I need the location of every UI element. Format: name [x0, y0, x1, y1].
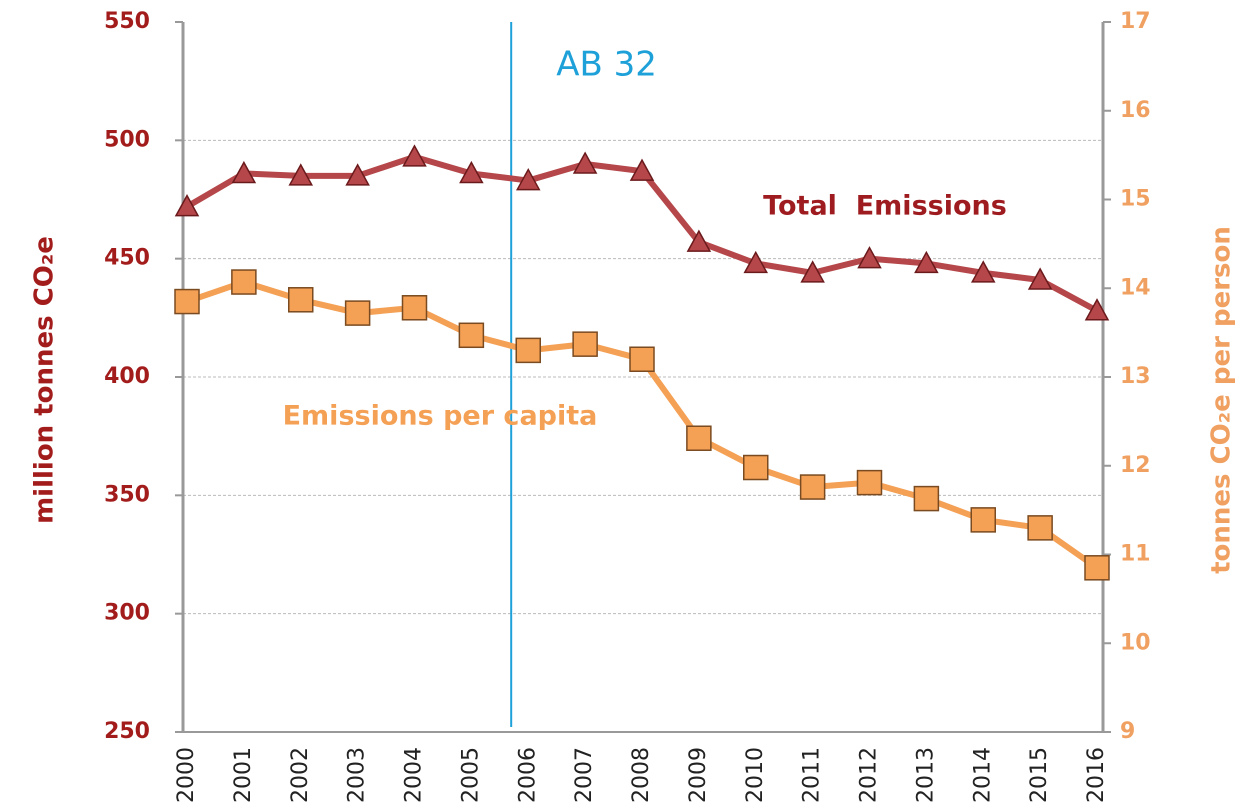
- marker: [458, 322, 485, 349]
- y2-tick-label: 13: [1120, 364, 1151, 389]
- x-tick-label: 2011: [800, 747, 825, 803]
- x-tick-label: 2000: [174, 747, 199, 803]
- x-tick-label: 2014: [970, 747, 995, 803]
- y-tick-label: 400: [104, 364, 150, 389]
- marker: [1084, 298, 1110, 321]
- marker: [1027, 515, 1053, 541]
- y-tick-label: 250: [104, 719, 150, 744]
- marker: [231, 160, 257, 184]
- marker: [345, 163, 370, 186]
- marker: [914, 250, 939, 274]
- marker: [743, 454, 769, 481]
- y-tick-label: 450: [104, 246, 150, 271]
- marker: [1084, 555, 1110, 581]
- marker: [970, 507, 996, 533]
- marker: [515, 168, 541, 191]
- y2-tick-label: 12: [1120, 453, 1151, 478]
- marker: [174, 194, 200, 217]
- marker: [402, 144, 427, 167]
- marker: [913, 485, 940, 512]
- y-tick-label: 550: [104, 9, 150, 34]
- marker: [743, 250, 769, 274]
- series-label: Total Emissions: [763, 191, 1007, 222]
- marker: [800, 260, 825, 283]
- marker: [686, 229, 712, 252]
- y2-tick-label: 9: [1120, 719, 1135, 744]
- marker: [970, 260, 996, 283]
- x-tick-label: 2002: [288, 747, 313, 803]
- marker: [344, 300, 371, 326]
- x-tick-label: 2003: [345, 747, 370, 803]
- x-tick-label: 2001: [231, 747, 256, 803]
- series-label: Emissions per capita: [283, 401, 598, 432]
- marker: [572, 151, 598, 174]
- y2-tick-label: 16: [1120, 98, 1151, 123]
- x-tick-label: 2013: [913, 747, 938, 803]
- x-tick-label: 2006: [515, 747, 540, 803]
- marker: [686, 425, 712, 451]
- y2-axis-label: tonnes CO₂e per person: [1207, 226, 1237, 574]
- x-tick-label: 2010: [743, 747, 768, 803]
- marker: [857, 246, 882, 269]
- x-tick-label: 2007: [572, 747, 597, 803]
- x-tick-label: 2012: [857, 747, 882, 803]
- x-tick-label: 2004: [402, 747, 427, 803]
- marker: [288, 287, 314, 313]
- x-tick-label: 2016: [1084, 747, 1109, 803]
- y2-tick-label: 17: [1120, 9, 1151, 34]
- x-tick-label: 2005: [458, 747, 483, 803]
- y2-tick-label: 14: [1120, 275, 1151, 300]
- x-tick-label: 2008: [629, 747, 654, 803]
- marker: [288, 163, 314, 186]
- marker: [174, 288, 200, 315]
- y-tick-label: 500: [104, 127, 150, 152]
- y-tick-label: 350: [104, 482, 150, 507]
- y-axis-label: million tonnes CO₂e: [30, 236, 60, 524]
- y2-tick-label: 10: [1120, 630, 1151, 655]
- marker: [1027, 267, 1053, 290]
- y2-tick-label: 15: [1120, 187, 1151, 212]
- y-tick-label: 300: [104, 601, 150, 626]
- marker: [515, 337, 541, 364]
- marker: [629, 158, 655, 181]
- marker: [572, 331, 598, 357]
- marker: [459, 160, 484, 184]
- y2-tick-label: 11: [1120, 542, 1151, 567]
- marker: [856, 469, 883, 496]
- marker: [629, 346, 655, 372]
- marker: [231, 269, 257, 295]
- marker: [401, 295, 428, 321]
- x-tick-label: 2009: [686, 747, 711, 803]
- marker: [799, 474, 826, 500]
- x-tick-label: 2015: [1027, 747, 1052, 803]
- annotation-label: AB 32: [556, 45, 657, 85]
